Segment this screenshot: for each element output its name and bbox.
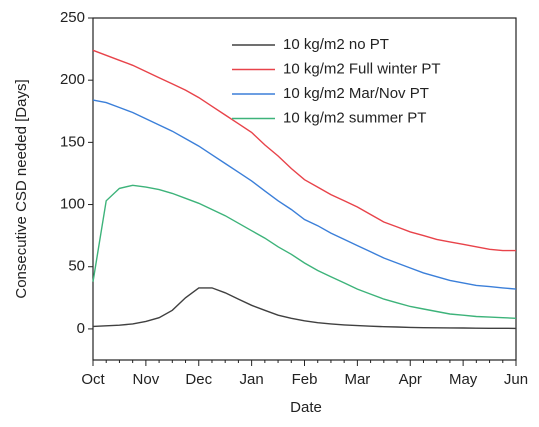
x-axis-title: Date (290, 399, 322, 416)
series-line (92, 184, 517, 319)
x-tick-label: Jan (240, 371, 264, 388)
series-line (92, 99, 517, 290)
y-axis-title: Consecutive CSD needed [Days] (13, 79, 30, 298)
x-tick-label: Jun (504, 371, 528, 388)
y-tick-label: 200 (60, 71, 85, 88)
legend-label: 10 kg/m2 summer PT (283, 109, 426, 126)
x-tick-label: May (449, 371, 478, 388)
y-tick-label: 50 (68, 258, 85, 275)
series-line (92, 49, 516, 252)
legend-label: 10 kg/m2 Full winter PT (283, 60, 441, 77)
y-tick-label: 150 (60, 133, 85, 150)
x-tick-label: Mar (344, 371, 370, 388)
x-tick-label: Dec (185, 371, 212, 388)
x-tick-label: Feb (292, 371, 318, 388)
y-tick-label: 100 (60, 196, 85, 213)
x-tick-label: Oct (81, 371, 105, 388)
legend-label: 10 kg/m2 Mar/Nov PT (283, 85, 429, 102)
legend-label: 10 kg/m2 no PT (283, 36, 389, 53)
x-tick-label: Nov (133, 371, 160, 388)
x-tick-label: Apr (399, 371, 422, 388)
y-tick-label: 250 (60, 9, 85, 26)
series-line (92, 287, 517, 330)
y-tick-label: 0 (77, 320, 85, 337)
